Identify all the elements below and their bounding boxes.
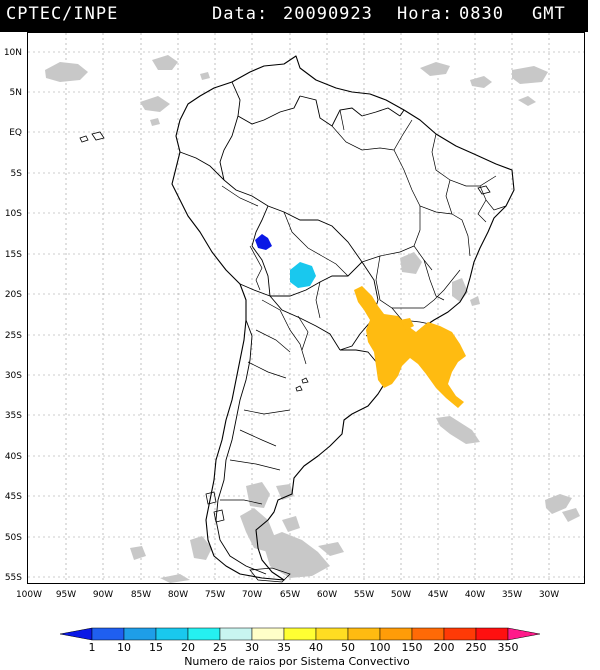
scale-tick-label: 350 xyxy=(498,641,519,654)
lon-label-55w: 55W xyxy=(354,590,374,600)
lon-label-30w: 30W xyxy=(539,590,559,600)
color-scale-bar xyxy=(59,627,541,641)
convective-system-blue xyxy=(255,234,272,250)
source-label: CPTEC/INPE xyxy=(6,4,119,24)
lat-label-50s: 50S xyxy=(5,533,22,543)
lat-label-25s: 25S xyxy=(5,331,22,341)
lon-label-80w: 80W xyxy=(168,590,188,600)
lat-label-5s: 5S xyxy=(11,169,23,179)
scale-swatch xyxy=(443,627,477,641)
scale-swatch xyxy=(187,627,221,641)
scale-swatch xyxy=(315,627,349,641)
graticule xyxy=(28,33,584,583)
longitude-labels: 100W 95W 90W 85W 80W 75W 70W 65W 60W 55W… xyxy=(16,590,559,600)
cloud-cover xyxy=(45,55,580,583)
scale-tick-label: 20 xyxy=(181,641,195,654)
convective-system-orange xyxy=(354,286,466,408)
lat-label-55s: 55S xyxy=(5,573,22,583)
lon-label-50w: 50W xyxy=(391,590,411,600)
date-label: Data: xyxy=(212,4,269,24)
lat-label-45s: 45S xyxy=(5,492,22,502)
color-scale-legend: 1 10 15 20 25 30 35 40 50 100 150 200 250 350 Numero … xyxy=(59,627,541,668)
lat-label-eq: EQ xyxy=(9,128,22,138)
scale-swatch xyxy=(123,627,157,641)
map: 10N 5N EQ 5S 10S 15S 20S 25S 30S 35S 40S… xyxy=(4,32,585,600)
scale-tick-label: 30 xyxy=(245,641,259,654)
hour-value: 0830 xyxy=(459,4,504,24)
map-frame xyxy=(27,32,585,584)
lat-label-10s: 10S xyxy=(5,209,22,219)
convective-system-orange-small xyxy=(400,318,414,330)
scale-tick-label: 50 xyxy=(341,641,355,654)
scale-tick-label: 100 xyxy=(370,641,391,654)
lon-label-45w: 45W xyxy=(428,590,448,600)
lon-label-95w: 95W xyxy=(56,590,76,600)
scale-swatch xyxy=(347,627,381,641)
lat-label-5n: 5N xyxy=(10,88,22,98)
lat-label-20s: 20S xyxy=(5,290,22,300)
lon-label-60w: 60W xyxy=(317,590,337,600)
lat-label-10n: 10N xyxy=(4,48,22,58)
scale-arrow-left xyxy=(59,627,93,641)
lon-label-70w: 70W xyxy=(242,590,262,600)
scale-tick-label: 250 xyxy=(466,641,487,654)
latitude-labels: 10N 5N EQ 5S 10S 15S 20S 25S 30S 35S 40S… xyxy=(4,48,22,583)
scale-swatch xyxy=(219,627,253,641)
scale-swatch xyxy=(155,627,189,641)
lon-label-75w: 75W xyxy=(205,590,225,600)
scale-tick-label: 35 xyxy=(277,641,291,654)
date-value: 20090923 xyxy=(283,4,373,24)
scale-tick-label: 150 xyxy=(402,641,423,654)
scale-arrow-right xyxy=(507,627,541,641)
lat-label-15s: 15S xyxy=(5,250,22,260)
lat-label-30s: 30S xyxy=(5,371,22,381)
hour-label: Hora: xyxy=(397,4,454,24)
color-scale-ticks: 1 10 15 20 25 30 35 40 50 100 150 200 250 350 xyxy=(89,641,519,654)
lon-label-65w: 65W xyxy=(280,590,300,600)
timezone-label: GMT xyxy=(532,4,566,24)
header-bar: CPTEC/INPE Data: 20090923 Hora: 0830 GMT xyxy=(0,0,588,32)
lon-label-90w: 90W xyxy=(93,590,113,600)
scale-tick-label: 200 xyxy=(434,641,455,654)
lat-label-35s: 35S xyxy=(5,411,22,421)
continent-outline xyxy=(171,55,515,581)
scale-tick-label: 10 xyxy=(117,641,131,654)
scale-tick-label: 40 xyxy=(309,641,323,654)
scale-tick-label: 25 xyxy=(213,641,227,654)
scale-tick-label: 15 xyxy=(149,641,163,654)
scale-tick-label: 1 xyxy=(89,641,96,654)
lon-label-100w: 100W xyxy=(16,590,42,600)
scale-swatch xyxy=(379,627,413,641)
lon-label-85w: 85W xyxy=(131,590,151,600)
lat-label-40s: 40S xyxy=(5,452,22,462)
scale-swatch xyxy=(91,627,125,641)
convective-system-cyan xyxy=(290,262,316,288)
islands xyxy=(79,131,491,583)
scale-swatch xyxy=(251,627,285,641)
scale-swatch xyxy=(411,627,445,641)
lon-label-40w: 40W xyxy=(465,590,485,600)
scale-swatch xyxy=(283,627,317,641)
lon-label-35w: 35W xyxy=(502,590,522,600)
scale-swatch xyxy=(475,627,509,641)
legend-caption: Numero de raios por Sistema Convectivo xyxy=(184,655,410,668)
